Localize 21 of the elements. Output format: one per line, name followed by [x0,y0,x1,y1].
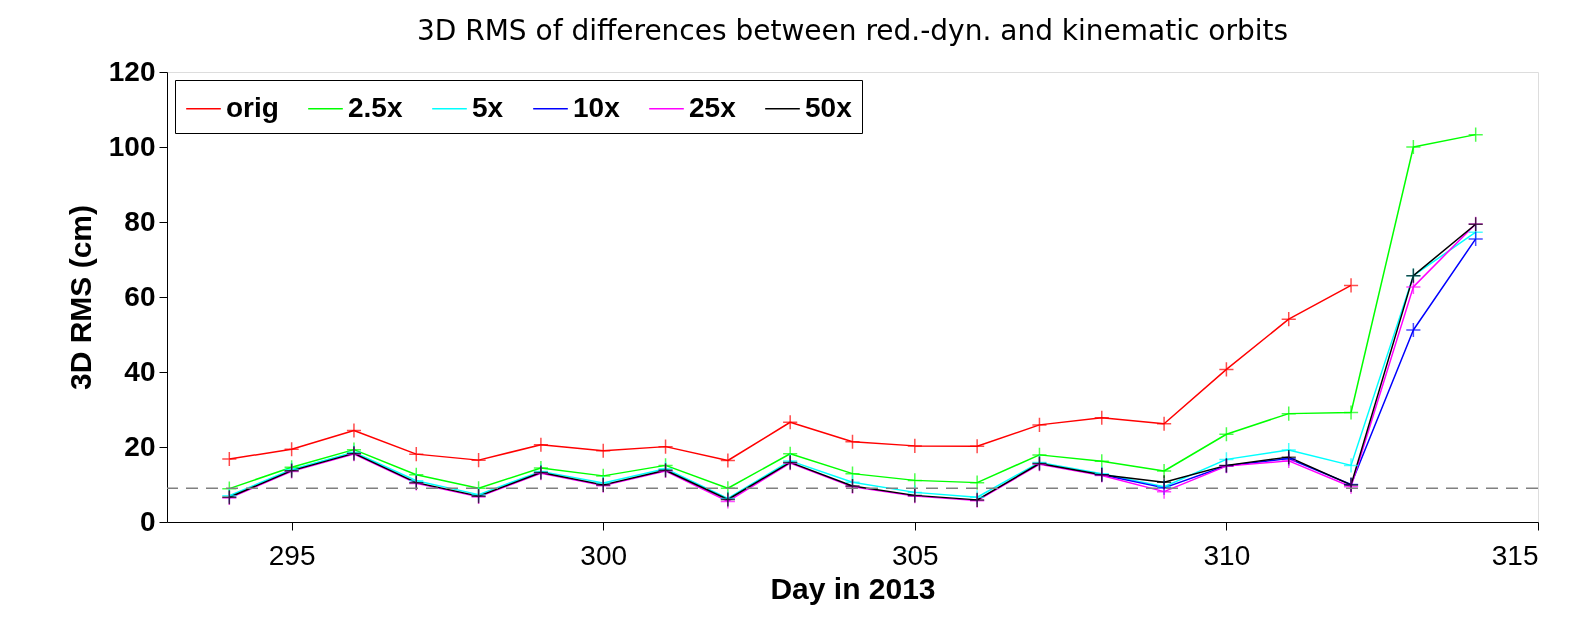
legend-label: 50x [805,91,853,123]
x-tick-label: 300 [580,539,628,571]
legend-label: 25x [689,91,737,123]
x-axis-title: Day in 2013 [770,571,936,605]
x-tick-label: 315 [1491,539,1539,571]
legend-label: 5x [472,91,504,123]
x-tick-label: 310 [1203,539,1251,571]
y-tick-label: 60 [124,280,156,312]
chart-title: 3D RMS of differences between red.-dyn. and kinematic orbits [416,14,1289,47]
x-tick-label: 305 [891,539,939,571]
legend-label: 2.5x [348,91,403,123]
y-tick-label: 20 [124,430,156,462]
y-tick-label: 0 [139,505,156,537]
y-tick-label: 120 [108,55,156,87]
y-tick-label: 40 [124,355,156,387]
x-tick-label: 295 [268,539,316,571]
legend-label: 10x [573,91,621,123]
y-tick-label: 100 [108,130,156,162]
y-axis-title: 3D RMS (cm) [63,204,97,391]
y-tick-label: 80 [124,205,156,237]
legend-label: orig [226,91,279,123]
